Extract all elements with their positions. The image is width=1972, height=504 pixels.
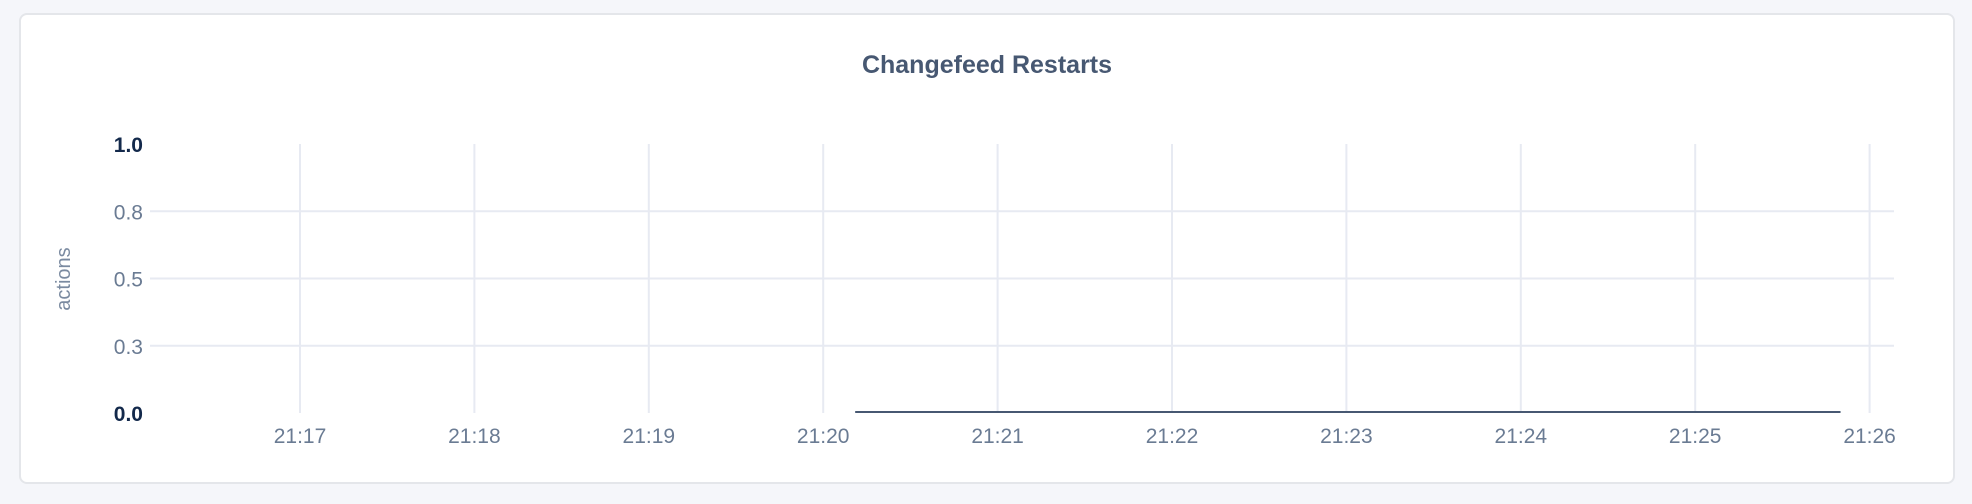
x-tick-label: 21:23 [1320, 425, 1373, 448]
y-tick-label: 0.8 [114, 201, 143, 224]
chart-card [19, 13, 1955, 484]
x-tick-label: 21:18 [448, 425, 501, 448]
x-tick-label: 21:20 [797, 425, 850, 448]
x-tick-label: 21:17 [274, 425, 327, 448]
y-tick-label: 0.3 [114, 336, 143, 359]
x-tick-label: 21:22 [1146, 425, 1199, 448]
x-tick-label: 21:26 [1843, 425, 1896, 448]
y-axis-label: actions [53, 247, 75, 310]
x-tick-label: 21:25 [1669, 425, 1722, 448]
x-tick-label: 21:24 [1495, 425, 1548, 448]
chart-title: Changefeed Restarts [862, 51, 1112, 79]
x-tick-label: 21:21 [971, 425, 1024, 448]
y-tick-label: 0.5 [114, 269, 143, 292]
x-tick-label: 21:19 [623, 425, 676, 448]
y-tick-label: 0.0 [114, 403, 143, 426]
y-tick-label: 1.0 [114, 134, 143, 157]
